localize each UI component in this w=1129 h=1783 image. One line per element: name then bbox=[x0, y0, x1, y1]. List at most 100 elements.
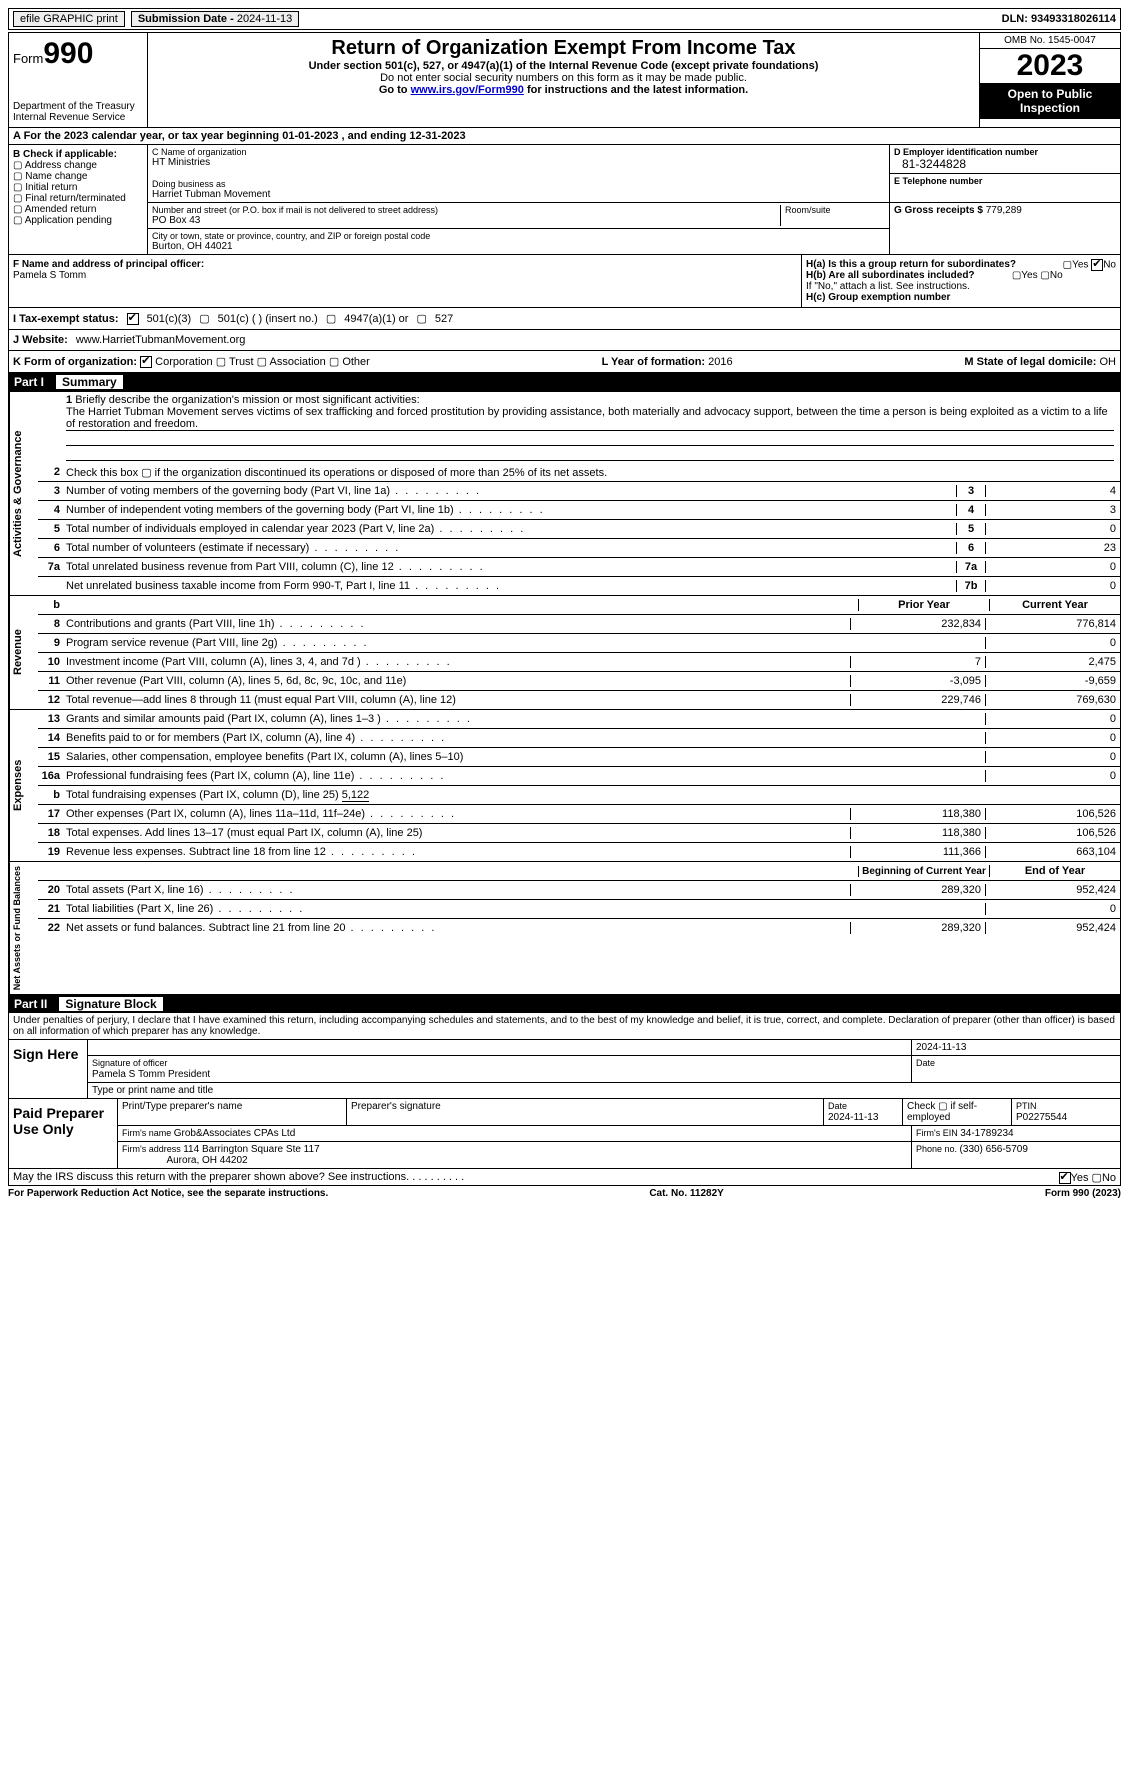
form-number: 990 bbox=[43, 37, 93, 70]
prior-year-header: Prior Year bbox=[858, 599, 989, 611]
ha-no-checkbox[interactable] bbox=[1091, 259, 1103, 271]
revenue-section: Revenue bPrior YearCurrent Year 8Contrib… bbox=[8, 596, 1121, 710]
dba-name: Harriet Tubman Movement bbox=[152, 189, 885, 200]
website-label: J Website: bbox=[13, 334, 68, 346]
line-14: Benefits paid to or for members (Part IX… bbox=[64, 731, 850, 745]
city-label: City or town, state or province, country… bbox=[152, 231, 885, 241]
cb-name-change[interactable]: Name change bbox=[25, 171, 87, 182]
line-4: Number of independent voting members of … bbox=[64, 503, 956, 517]
val-7b: 0 bbox=[985, 580, 1120, 592]
cb-initial-return[interactable]: Initial return bbox=[25, 182, 77, 193]
org-name: HT Ministries bbox=[152, 157, 885, 168]
val-3: 4 bbox=[985, 485, 1120, 497]
tax-year: 2023 bbox=[980, 49, 1120, 83]
cb-501c3[interactable] bbox=[127, 313, 139, 325]
line-19: Revenue less expenses. Subtract line 18 … bbox=[64, 845, 850, 859]
tax-status-row: I Tax-exempt status: 501(c)(3) ▢ 501(c) … bbox=[8, 308, 1121, 330]
val-7a: 0 bbox=[985, 561, 1120, 573]
city-value: Burton, OH 44021 bbox=[152, 241, 885, 252]
line-16a: Professional fundraising fees (Part IX, … bbox=[64, 769, 850, 783]
cb-address-change[interactable]: Address change bbox=[25, 160, 97, 171]
gross-receipts-value: 779,289 bbox=[986, 205, 1022, 216]
activities-governance: Activities & Governance 1 Briefly descri… bbox=[8, 391, 1121, 596]
line-18: Total expenses. Add lines 13–17 (must eq… bbox=[64, 826, 850, 840]
bcy-header: Beginning of Current Year bbox=[858, 866, 989, 877]
vtab-activities: Activities & Governance bbox=[9, 392, 38, 595]
line-16b: Total fundraising expenses (Part IX, col… bbox=[64, 788, 850, 802]
street-value: PO Box 43 bbox=[152, 215, 780, 226]
omb-number: OMB No. 1545-0047 bbox=[980, 33, 1120, 49]
vtab-revenue: Revenue bbox=[9, 596, 38, 709]
cb-corporation[interactable] bbox=[140, 356, 152, 368]
officer-name: Pamela S Tomm bbox=[13, 270, 86, 281]
firm-ein: 34-1789234 bbox=[960, 1128, 1013, 1139]
org-name-label: C Name of organization bbox=[152, 147, 885, 157]
room-label: Room/suite bbox=[785, 205, 885, 215]
discuss-yes-checkbox[interactable] bbox=[1059, 1172, 1071, 1184]
line-17: Other expenses (Part IX, column (A), lin… bbox=[64, 807, 850, 821]
line-7a: Total unrelated business revenue from Pa… bbox=[64, 560, 956, 574]
org-form-row: K Form of organization: Corporation ▢ Tr… bbox=[8, 351, 1121, 373]
line-13: Grants and similar amounts paid (Part IX… bbox=[64, 712, 850, 726]
submission-date: Submission Date - 2024-11-13 bbox=[131, 11, 299, 27]
line-12: Total revenue—add lines 8 through 11 (mu… bbox=[64, 693, 850, 707]
line-6: Total number of volunteers (estimate if … bbox=[64, 541, 956, 555]
identity-block: B Check if applicable: ▢ Address change … bbox=[8, 145, 1121, 255]
year-formation: 2016 bbox=[708, 356, 732, 368]
mission-text: The Harriet Tubman Movement serves victi… bbox=[66, 406, 1114, 431]
website-value: www.HarrietTubmanMovement.org bbox=[76, 334, 246, 346]
top-bar: efile GRAPHIC print Submission Date - 20… bbox=[8, 8, 1121, 30]
hb-label: H(b) Are all subordinates included? bbox=[806, 270, 975, 281]
firm-phone: (330) 656-5709 bbox=[960, 1144, 1028, 1155]
website-row: J Website: www.HarrietTubmanMovement.org bbox=[8, 330, 1121, 351]
row-a-period: A For the 2023 calendar year, or tax yea… bbox=[8, 128, 1121, 145]
irs-label: Internal Revenue Service bbox=[13, 112, 143, 123]
line-7b: Net unrelated business taxable income fr… bbox=[64, 579, 956, 593]
form-header: Form990 Department of the Treasury Inter… bbox=[8, 32, 1121, 128]
paid-preparer-label: Paid Preparer Use Only bbox=[9, 1099, 117, 1168]
hb-note: If "No," attach a list. See instructions… bbox=[806, 281, 1116, 292]
cb-amended-return[interactable]: Amended return bbox=[25, 204, 97, 215]
signature-block: Under penalties of perjury, I declare th… bbox=[8, 1013, 1121, 1186]
line-2: Check this box ▢ if the organization dis… bbox=[64, 465, 1120, 480]
phone-label: E Telephone number bbox=[894, 176, 1116, 186]
line-9: Program service revenue (Part VIII, line… bbox=[64, 636, 850, 650]
eoy-header: End of Year bbox=[989, 865, 1120, 877]
perjury-statement: Under penalties of perjury, I declare th… bbox=[9, 1013, 1120, 1039]
ein-label: D Employer identification number bbox=[894, 147, 1116, 157]
net-assets-section: Net Assets or Fund Balances Beginning of… bbox=[8, 862, 1121, 995]
paperwork-notice: For Paperwork Reduction Act Notice, see … bbox=[8, 1188, 328, 1199]
current-year-header: Current Year bbox=[989, 599, 1120, 611]
val-4: 3 bbox=[985, 504, 1120, 516]
korg-label: K Form of organization: bbox=[13, 356, 137, 368]
status-label: I Tax-exempt status: bbox=[13, 313, 119, 325]
line-15: Salaries, other compensation, employee b… bbox=[64, 750, 850, 764]
officer-row: F Name and address of principal officer:… bbox=[8, 255, 1121, 308]
hc-label: H(c) Group exemption number bbox=[806, 292, 1116, 303]
form-label: Form bbox=[13, 51, 43, 66]
vtab-expenses: Expenses bbox=[9, 710, 38, 861]
gross-receipts-label: G Gross receipts $ bbox=[894, 205, 986, 216]
form-subtitle-2: Do not enter social security numbers on … bbox=[156, 72, 971, 84]
irs-link[interactable]: www.irs.gov/Form990 bbox=[411, 84, 524, 96]
line-11: Other revenue (Part VIII, column (A), li… bbox=[64, 674, 850, 688]
ein-value: 81-3244828 bbox=[894, 157, 1116, 171]
efile-print-button[interactable]: efile GRAPHIC print bbox=[13, 11, 125, 27]
cat-no: Cat. No. 11282Y bbox=[649, 1188, 723, 1199]
cb-application-pending[interactable]: Application pending bbox=[25, 215, 112, 226]
form-title: Return of Organization Exempt From Incom… bbox=[156, 37, 971, 60]
ptin-value: P02275544 bbox=[1016, 1112, 1067, 1123]
state-domicile: OH bbox=[1099, 356, 1116, 368]
street-label: Number and street (or P.O. box if mail i… bbox=[152, 205, 780, 215]
open-inspection: Open to Public Inspection bbox=[980, 83, 1120, 119]
form-subtitle-3: Go to www.irs.gov/Form990 for instructio… bbox=[156, 84, 971, 96]
line-5: Total number of individuals employed in … bbox=[64, 522, 956, 536]
cb-final-return[interactable]: Final return/terminated bbox=[25, 193, 126, 204]
line-1-label: Briefly describe the organization's miss… bbox=[75, 394, 419, 406]
form-ref: Form 990 (2023) bbox=[1045, 1188, 1121, 1199]
dba-label: Doing business as bbox=[152, 179, 885, 189]
dept-treasury: Department of the Treasury bbox=[13, 101, 143, 112]
line-22: Net assets or fund balances. Subtract li… bbox=[64, 921, 850, 935]
firm-name: Grob&Associates CPAs Ltd bbox=[174, 1128, 296, 1139]
officer-label: F Name and address of principal officer: bbox=[13, 259, 204, 270]
